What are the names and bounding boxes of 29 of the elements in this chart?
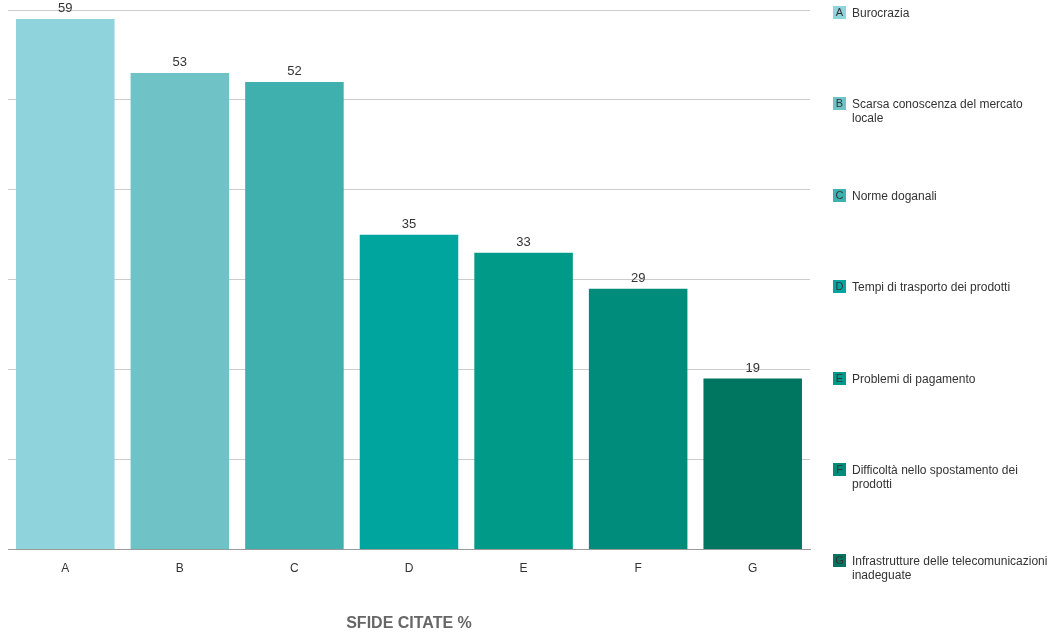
text: Norme doganali (852, 188, 937, 203)
x-tick-label: G (748, 560, 758, 575)
text: Tempi di trasporto dei prodotti (852, 280, 1011, 295)
letter-badge: F (833, 463, 846, 476)
data-label: 52 (287, 63, 302, 78)
letter-badge: B (833, 97, 846, 111)
text: Difficoltà nello spostamento dei prodotti (852, 463, 1019, 491)
letter-badge: G (833, 554, 846, 568)
x-tick-label: C (290, 560, 300, 575)
data-label: 33 (516, 233, 531, 249)
x-tick-label: D (404, 560, 414, 575)
text: Scarsa conoscenza del mercato locale (852, 97, 1024, 126)
letter-badge: D (833, 280, 846, 294)
data-label: 53 (172, 54, 188, 70)
letter-badge: A (833, 6, 846, 19)
text: Problemi di pagamento (852, 371, 976, 386)
data-label: 59 (58, 0, 73, 16)
x-axis-title: SFIDE CITATE % (346, 613, 472, 631)
data-label: 29 (630, 269, 646, 285)
x-tick-label: A (61, 560, 70, 575)
letter-badge: E (833, 371, 846, 385)
data-label: 19 (745, 359, 760, 375)
x-tick-label: E (519, 560, 528, 575)
text: Burocrazia (852, 6, 910, 20)
x-tick-label: B (175, 560, 184, 575)
letter-badge: C (833, 188, 846, 202)
text: Infrastrutture delle telecomunicazioni inadeguate (852, 554, 1049, 583)
data-label: 35 (401, 215, 417, 231)
x-tick-label: F (634, 560, 642, 575)
